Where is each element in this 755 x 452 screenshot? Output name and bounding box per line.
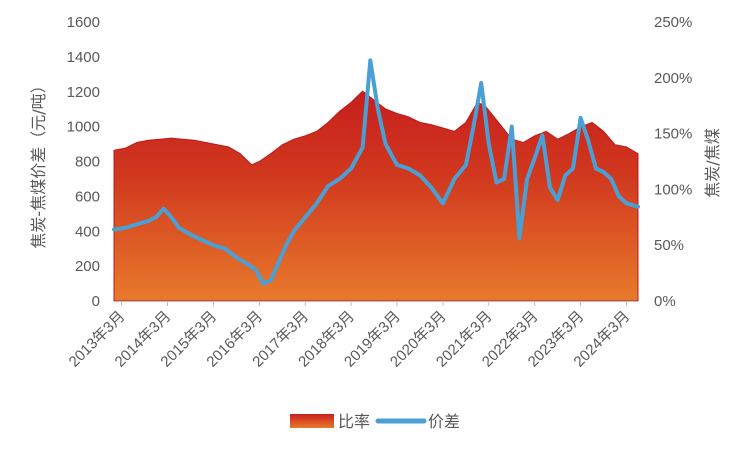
left-tick-label: 600 xyxy=(75,188,100,205)
left-tick-label: 1200 xyxy=(67,84,100,101)
left-tick-label: 1400 xyxy=(67,49,100,66)
left-tick-label: 1000 xyxy=(67,119,100,136)
right-tick-label: 100% xyxy=(654,181,692,198)
x-axis-ticks: 2013年3月2014年3月2015年3月2016年3月2017年3月2018年… xyxy=(66,301,633,371)
plot-area xyxy=(112,58,640,302)
left-tick-label: 800 xyxy=(75,154,100,171)
legend-swatch-ratio xyxy=(290,414,334,428)
right-axis-title: 焦炭/焦煤 xyxy=(703,128,722,197)
series-spread-line xyxy=(112,58,640,286)
left-axis-title: 焦炭-焦煤价差（元/吨） xyxy=(29,77,48,248)
legend-label-ratio: 比率 xyxy=(338,412,370,431)
right-tick-label: 0% xyxy=(654,293,676,310)
right-tick-label: 250% xyxy=(654,14,692,31)
legend: 比率 价差 xyxy=(290,412,460,431)
right-tick-label: 150% xyxy=(654,126,692,143)
left-tick-label: 1600 xyxy=(67,14,100,31)
legend-label-spread: 价差 xyxy=(428,412,460,431)
right-tick-label: 200% xyxy=(654,70,692,87)
left-tick-label: 0 xyxy=(92,293,100,310)
left-tick-label: 200 xyxy=(75,258,100,275)
left-tick-label: 400 xyxy=(75,223,100,240)
left-axis-ticks: 0 200 400 600 800 1000 1200 1400 1600 xyxy=(67,14,100,310)
right-axis-ticks: 0% 50% 100% 150% 200% 250% xyxy=(654,14,692,310)
series-ratio-area xyxy=(113,90,639,302)
right-tick-label: 50% xyxy=(654,237,684,254)
